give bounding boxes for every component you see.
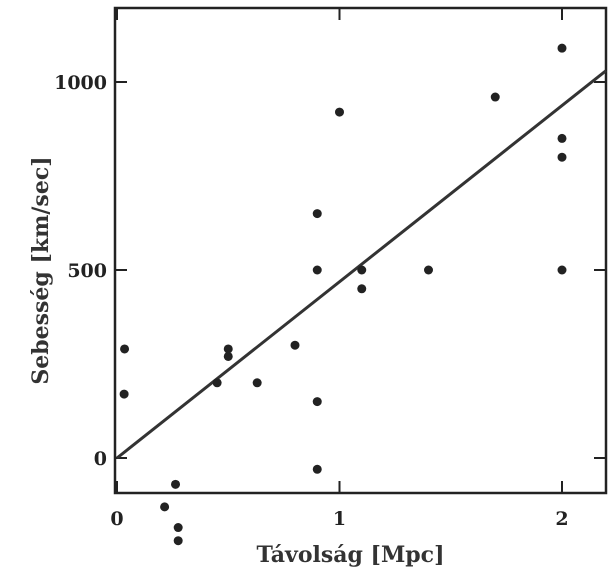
- data-point: [490, 92, 500, 102]
- x-tick-label: 1: [333, 508, 346, 530]
- data-point: [312, 265, 322, 275]
- data-point: [160, 502, 170, 512]
- data-point: [120, 344, 130, 354]
- data-point: [173, 536, 183, 546]
- data-point: [424, 265, 433, 275]
- plot-frame: [113, 6, 608, 495]
- y-tick-label: 500: [67, 260, 107, 282]
- data-point: [171, 479, 181, 489]
- data-point: [212, 378, 222, 388]
- x-axis-label: Távolság [Mpc]: [257, 542, 445, 568]
- data-point: [557, 265, 567, 275]
- data-point: [252, 378, 262, 388]
- data-point: [357, 265, 367, 275]
- x-tick-labels: 0 1 2: [110, 508, 568, 530]
- y-axis-label: Sebesség [km/sec]: [28, 156, 54, 384]
- data-point: [312, 209, 322, 219]
- data-point: [557, 152, 567, 162]
- data-point: [312, 464, 322, 474]
- data-points: [119, 43, 567, 546]
- x-tick-label: 2: [555, 508, 568, 530]
- data-point: [223, 351, 233, 361]
- data-point: [119, 389, 129, 399]
- y-tick-label: 0: [94, 448, 107, 470]
- data-point: [173, 523, 183, 533]
- data-point: [290, 340, 300, 350]
- data-point: [557, 43, 567, 53]
- y-tick-label: 1000: [54, 72, 107, 94]
- data-point: [312, 397, 322, 407]
- data-point: [335, 107, 344, 117]
- axis-ticks: [115, 8, 606, 493]
- x-tick-label: 0: [110, 508, 123, 530]
- data-point: [357, 284, 367, 294]
- data-point: [223, 344, 233, 354]
- y-tick-labels: 0 500 1000: [54, 72, 107, 470]
- data-point: [557, 133, 567, 143]
- fit-line: [116, 69, 607, 460]
